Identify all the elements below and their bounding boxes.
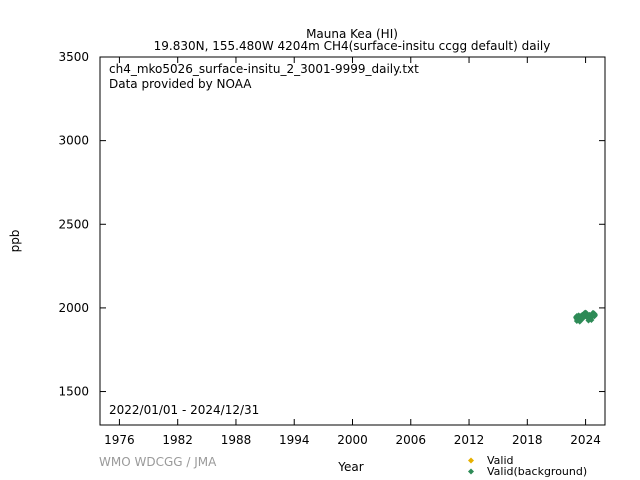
x-tick-label: 2000	[337, 433, 368, 447]
period-annotation: 2022/01/01 - 2024/12/31	[109, 403, 259, 417]
file-annotation: ch4_mko5026_surface-insitu_2_3001-9999_d…	[109, 62, 419, 76]
x-axis-label: Year	[337, 460, 363, 474]
chart-subtitle: 19.830N, 155.480W 4204m CH4(surface-insi…	[154, 39, 551, 53]
y-tick-label: 2000	[58, 301, 89, 315]
legend-marker-valid	[468, 457, 474, 464]
legend: Valid Valid(background)	[468, 454, 587, 478]
legend-label-background: Valid(background)	[487, 465, 587, 478]
data-points	[573, 309, 598, 325]
x-tick-label: 2024	[570, 433, 601, 447]
data-point	[591, 312, 598, 319]
y-axis-label: ppb	[8, 230, 22, 253]
chart-title: Mauna Kea (HI)	[306, 27, 398, 41]
provider-annotation: Data provided by NOAA	[109, 77, 252, 91]
data-point	[588, 316, 595, 323]
x-tick-label: 1994	[279, 433, 310, 447]
legend-label-valid: Valid	[487, 454, 514, 467]
x-tick-label: 2006	[395, 433, 426, 447]
y-axis: 1500 2000 2500 3000 3500	[58, 50, 605, 399]
credit-text: WMO WDCGG / JMA	[99, 455, 217, 469]
y-tick-label: 3000	[58, 134, 89, 148]
y-tick-label: 3500	[58, 50, 89, 64]
legend-marker-background	[468, 468, 474, 475]
y-tick-label: 1500	[58, 385, 89, 399]
x-tick-label: 2012	[454, 433, 485, 447]
plot-area-frame	[99, 56, 606, 426]
y-tick-label: 2500	[58, 217, 89, 231]
x-tick-label: 1988	[221, 433, 252, 447]
data-point	[576, 318, 583, 325]
x-axis: 1976 1982 1988 1994 2000 2006 2012 2018 2024	[104, 57, 601, 447]
x-tick-label: 2018	[512, 433, 543, 447]
x-tick-label: 1976	[104, 433, 135, 447]
x-tick-label: 1982	[162, 433, 193, 447]
